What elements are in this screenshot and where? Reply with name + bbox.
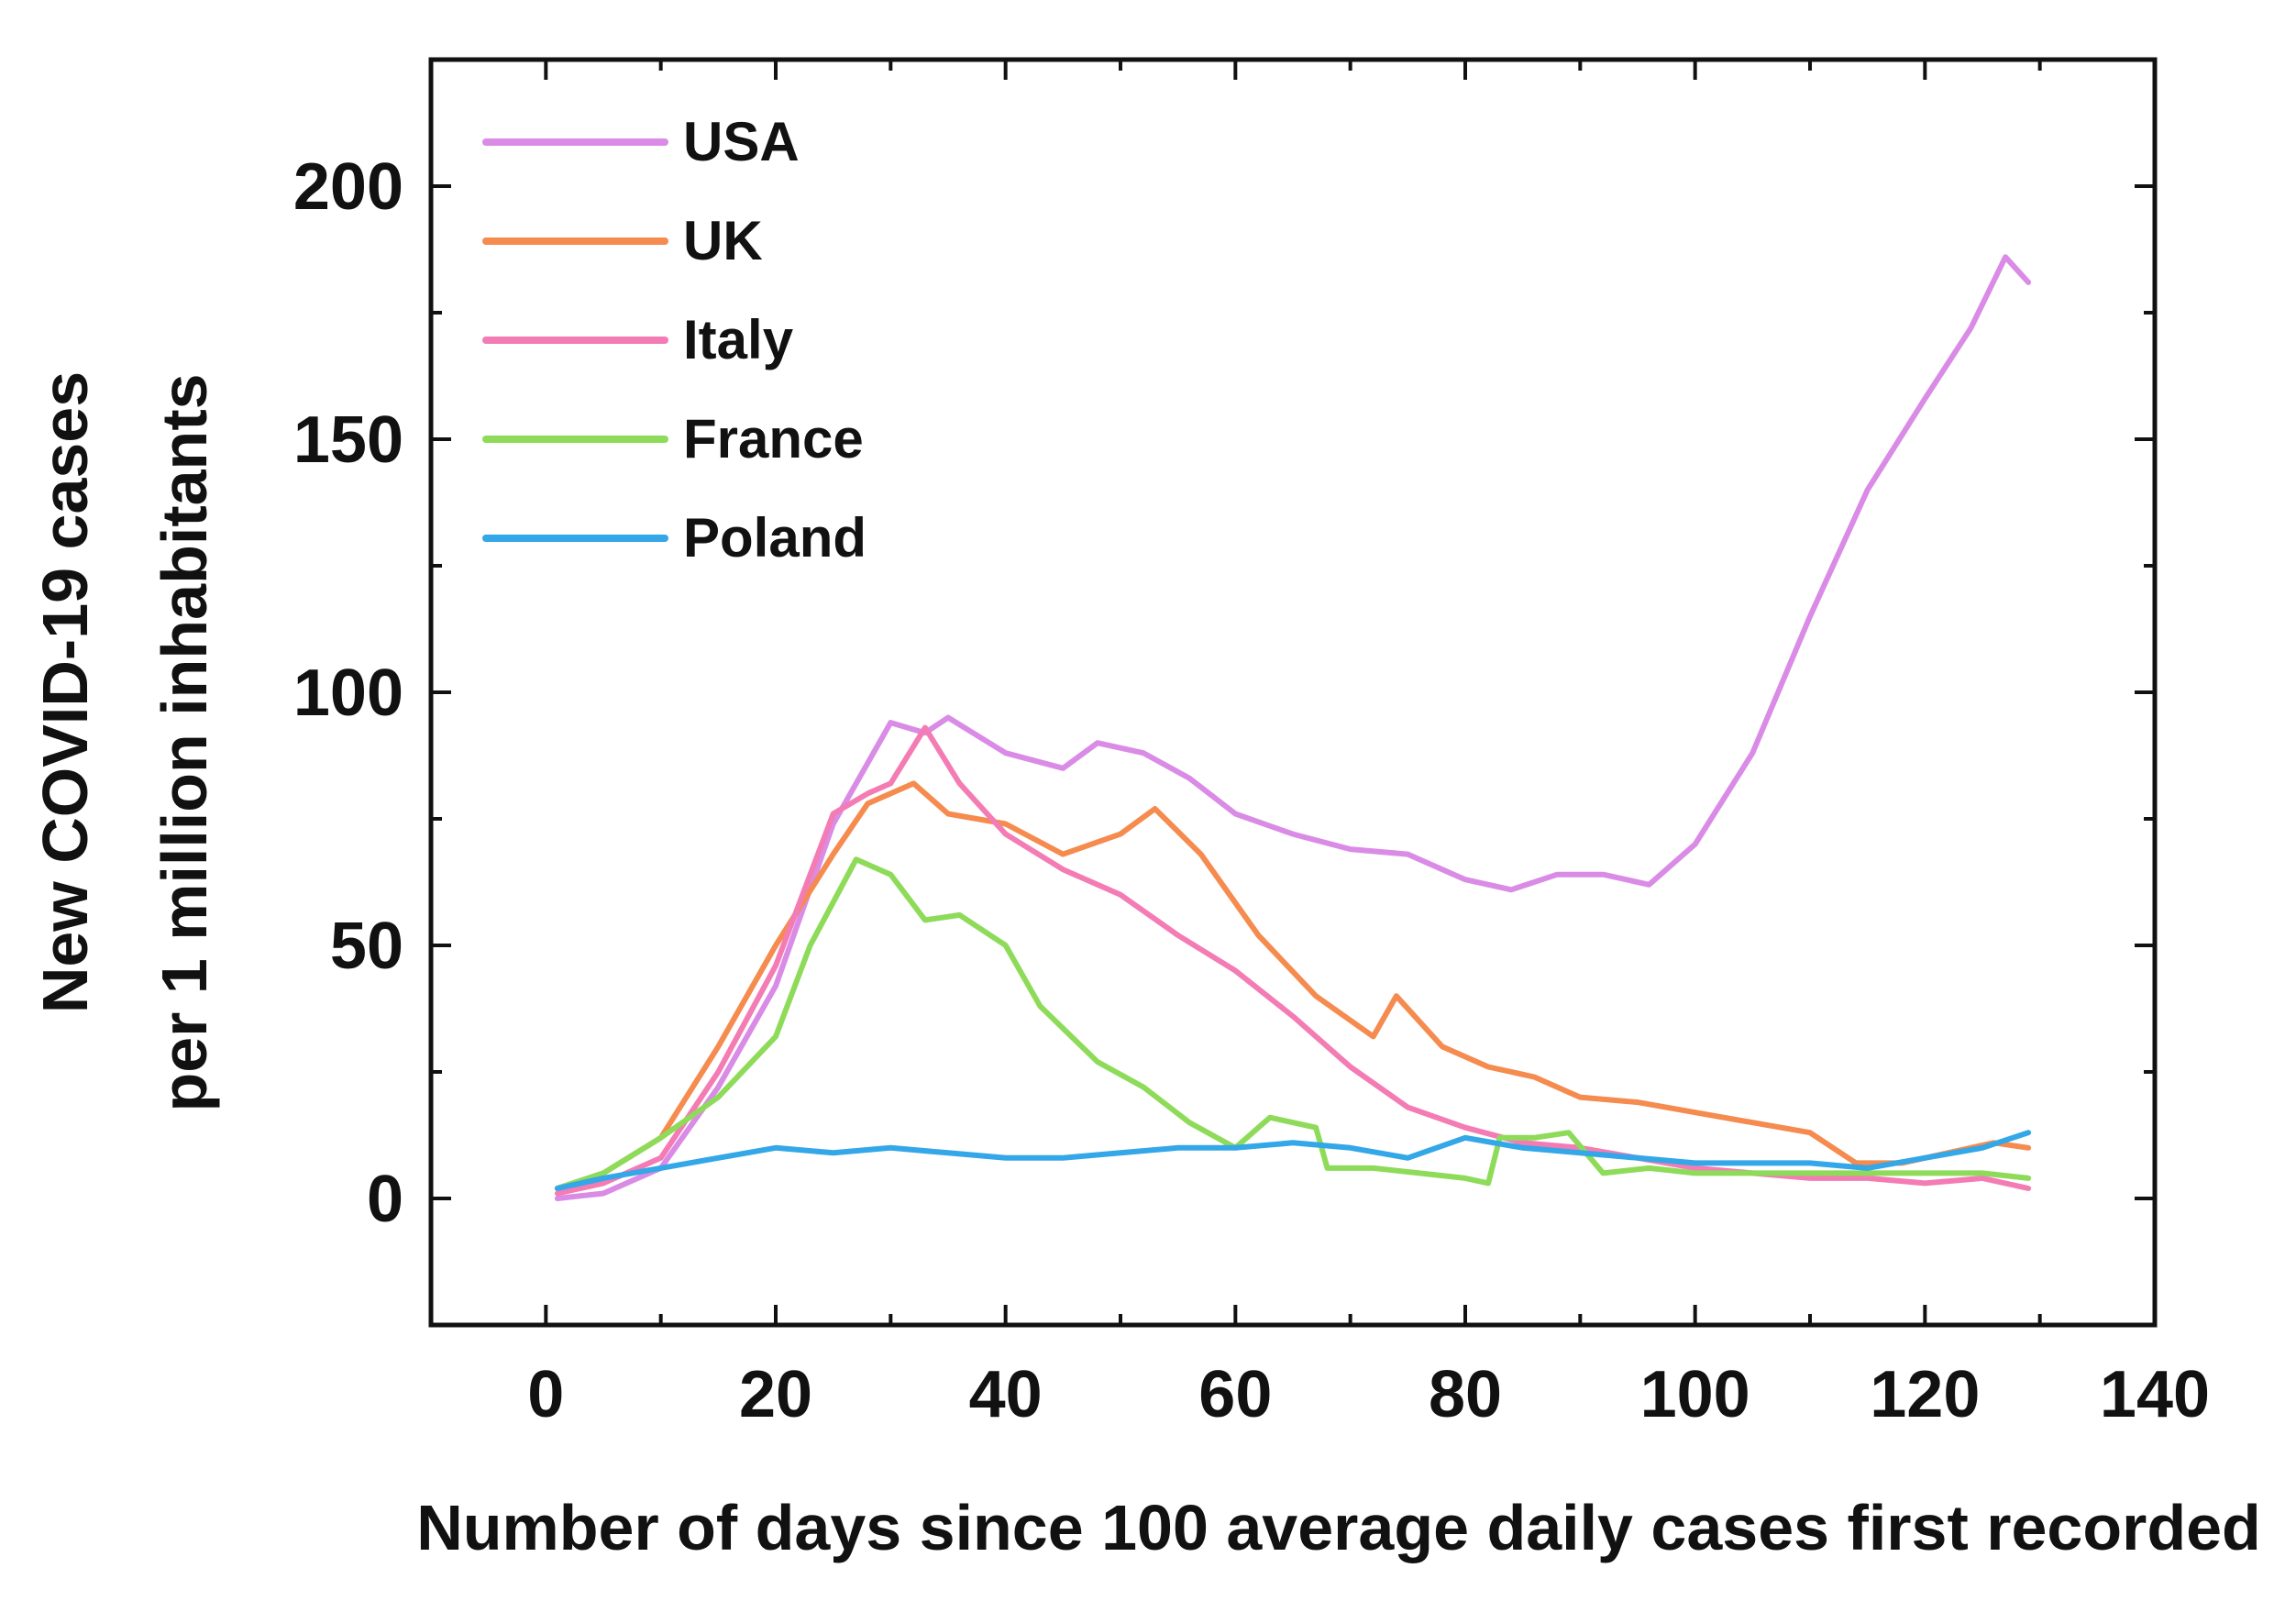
x-tick-labels: 0 20 40 60 80 100 120 140 bbox=[527, 1358, 2210, 1431]
legend-label-poland: Poland bbox=[683, 507, 867, 569]
x-axis-title: Number of days since 100 average daily c… bbox=[416, 1492, 2261, 1563]
y-tick-label: 100 bbox=[293, 657, 403, 730]
y-tick-labels: 0 50 100 150 200 bbox=[293, 150, 403, 1236]
y-axis-title-line-2: per 1 million inhabitants bbox=[149, 373, 220, 1111]
x-tick-label: 100 bbox=[1640, 1358, 1750, 1431]
series-line-uk bbox=[554, 780, 2032, 1191]
legend-label-usa: USA bbox=[683, 111, 800, 172]
legend-label-italy: Italy bbox=[683, 309, 794, 370]
y-tick-label: 50 bbox=[330, 910, 403, 983]
y-axis-title: New COVID-19 cases per 1 million inhabit… bbox=[29, 371, 220, 1112]
y-tick-label: 150 bbox=[293, 403, 403, 477]
axis-ticks bbox=[431, 60, 2157, 1325]
y-tick-label: 0 bbox=[367, 1163, 403, 1236]
series-line-usa bbox=[554, 254, 2032, 1201]
x-tick-label: 140 bbox=[2100, 1358, 2210, 1431]
series-line-france bbox=[554, 856, 2032, 1191]
y-tick-label: 200 bbox=[293, 150, 403, 224]
legend-label-uk: UK bbox=[683, 210, 763, 271]
x-tick-label: 20 bbox=[739, 1358, 812, 1431]
legend: USA UK Italy France Poland bbox=[482, 111, 867, 569]
legend-label-france: France bbox=[683, 408, 864, 469]
x-tick-label: 80 bbox=[1429, 1358, 1502, 1431]
x-tick-label: 60 bbox=[1198, 1358, 1272, 1431]
x-tick-label: 0 bbox=[527, 1358, 564, 1431]
series-lines bbox=[554, 254, 2032, 1201]
y-axis-title-line-1: New COVID-19 cases bbox=[29, 371, 101, 1013]
series-line-poland bbox=[554, 1130, 2032, 1191]
x-tick-label: 120 bbox=[1870, 1358, 1980, 1431]
x-tick-label: 40 bbox=[969, 1358, 1043, 1431]
